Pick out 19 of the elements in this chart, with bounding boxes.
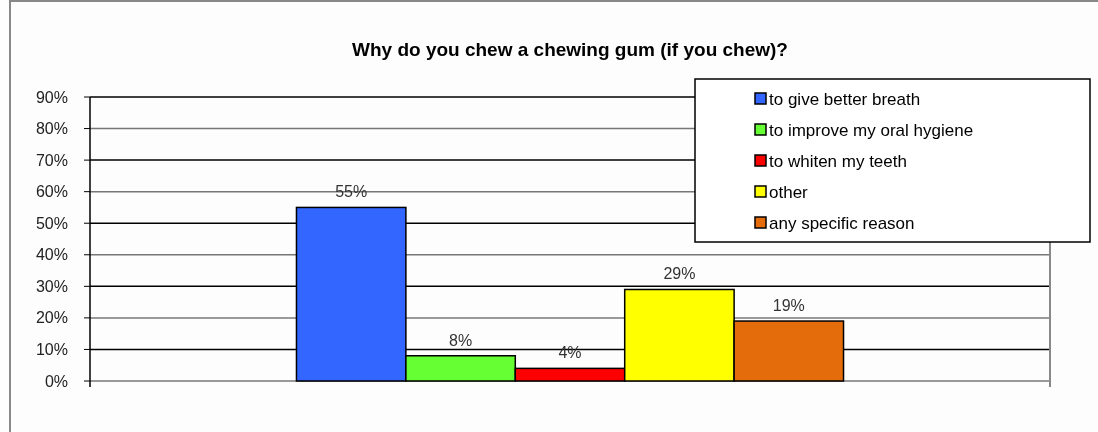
data-label: 8% (449, 331, 473, 349)
legend-label: any specific reason (769, 213, 915, 233)
data-label: 29% (663, 265, 696, 283)
legend-label: to whiten my teeth (769, 151, 907, 171)
y-tick-label: 60% (35, 183, 68, 201)
y-tick-label: 40% (35, 246, 68, 264)
y-tick-label: 0% (44, 372, 68, 390)
y-tick-label: 50% (35, 214, 68, 232)
y-tick-label: 20% (35, 309, 68, 327)
legend-label: to give better breath (769, 89, 921, 109)
y-tick-label: 90% (35, 88, 68, 106)
data-label: 19% (772, 297, 805, 315)
chart-title: Why do you chew a chewing gum (if you chew)? (352, 39, 788, 60)
legend-label: other (769, 182, 809, 202)
y-tick-label: 30% (35, 277, 68, 295)
y-tick-label: 70% (35, 151, 68, 169)
legend-label: to improve my oral hygiene (769, 120, 974, 140)
y-tick-label: 10% (35, 341, 68, 359)
y-tick-label: 80% (35, 120, 68, 138)
